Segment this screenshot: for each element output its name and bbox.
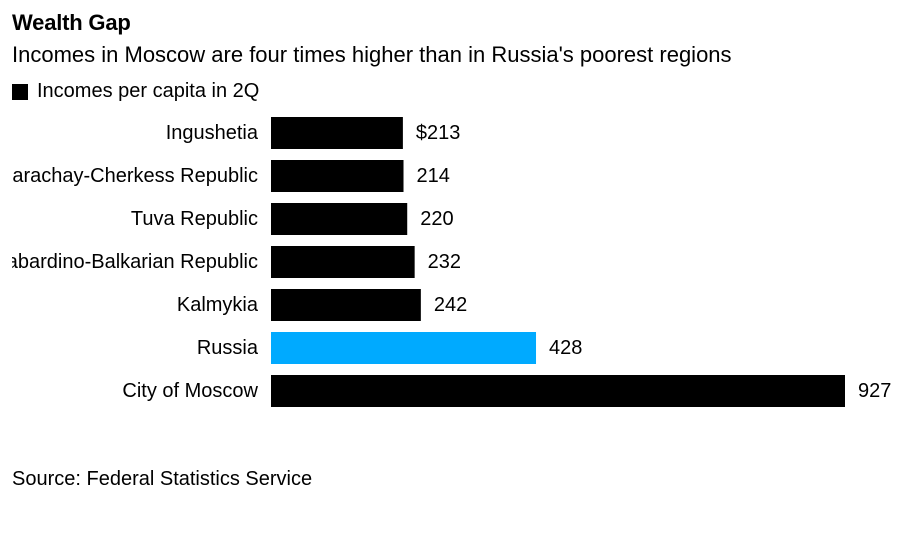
bar-chart: Ingushetia Karachay-Cherkess Republic Tuva… — [0, 117, 891, 407]
bar-city-of-moscow — [271, 375, 845, 407]
category-label-city-of-moscow: City of Moscow — [122, 380, 258, 402]
category-label-ingushetia: Ingushetia — [166, 122, 259, 144]
category-label-tuva-republic: Tuva Republic — [131, 208, 258, 230]
legend: Incomes per capita in 2Q — [12, 80, 259, 103]
category-label-russia: Russia — [197, 337, 259, 359]
category-label-karachay-cherkess-republic: Karachay-Cherkess Republic — [0, 165, 258, 187]
value-label-city-of-moscow: 927 — [858, 380, 891, 402]
value-label-ingushetia: $213 — [416, 122, 461, 144]
category-labels: Ingushetia Karachay-Cherkess Republic Tuva… — [0, 122, 259, 402]
chart-title: Wealth Gap — [12, 10, 131, 35]
bar-karachay-cherkess-republic — [271, 160, 404, 192]
bar-tuva-republic — [271, 203, 408, 235]
source-note: Source: Federal Statistics Service — [12, 468, 313, 490]
bar-kabardino-balkarian-republic — [271, 246, 415, 278]
value-label-kalmykia: 242 — [434, 294, 467, 316]
value-label-kabardino-balkarian-republic: 232 — [428, 251, 461, 273]
legend-label: Incomes per capita in 2Q — [37, 80, 260, 102]
bar-ingushetia — [271, 117, 403, 149]
value-label-tuva-republic: 220 — [420, 208, 453, 230]
bar-russia — [271, 332, 537, 364]
legend-swatch — [12, 84, 28, 100]
value-label-karachay-cherkess-republic: 214 — [417, 165, 450, 187]
chart-subtitle: Incomes in Moscow are four times higher … — [12, 42, 732, 67]
category-label-kalmykia: Kalmykia — [177, 294, 259, 316]
bar-kalmykia — [271, 289, 421, 321]
category-label-kabardino-balkarian-republic: Kabardino-Balkarian Republic — [0, 251, 258, 273]
value-label-russia: 428 — [549, 337, 582, 359]
